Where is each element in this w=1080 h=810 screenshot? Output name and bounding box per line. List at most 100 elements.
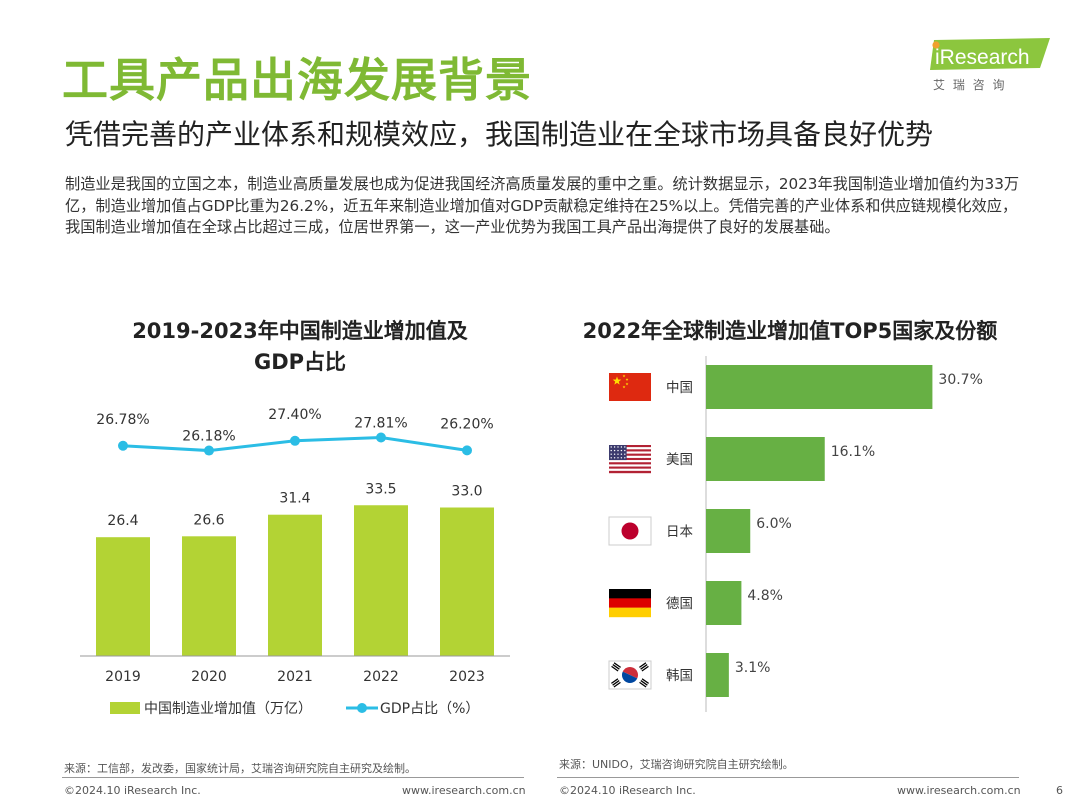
x-tick-label-2020: 2020	[191, 669, 227, 685]
china-flag-small-star-0	[622, 374, 626, 378]
share-value-label-0: 30.7%	[938, 372, 982, 388]
bar-value-label-2021: 31.4	[279, 491, 310, 507]
usa-flag-stripe	[609, 470, 651, 474]
footer-url-left[interactable]: www.iresearch.com.cn	[402, 784, 526, 797]
country-label-2: 日本	[666, 524, 694, 540]
right-chart-title: 2022年全球制造业增加值TOP5国家及份额	[582, 319, 998, 343]
usa-flag-stripe	[609, 466, 651, 469]
gdp-share-label-2022: 27.81%	[354, 416, 407, 432]
korea-flag-taeguk-red	[622, 667, 638, 679]
iresearch-logo: iResearch 艾 瑞 咨 询	[930, 38, 1050, 92]
country-label-4: 韩国	[666, 668, 693, 684]
usa-flag-stripe	[609, 464, 651, 467]
korea-flag-trigram-0	[613, 662, 621, 668]
left-chart: 26.4 2019 26.6 2020 31.4 2021 33.5 2022 33.0 2023…	[80, 407, 510, 717]
bar-value-label-2022: 33.5	[365, 481, 396, 497]
legend-line-marker	[357, 703, 367, 713]
usa-flag-star	[617, 457, 619, 459]
gdp-share-point-2023	[462, 445, 472, 456]
china-flag-small-star-2	[625, 382, 629, 386]
share-value-label-3: 4.8%	[747, 588, 783, 604]
germany-flag-band-2	[609, 607, 651, 618]
share-value-label-2: 6.0%	[756, 516, 792, 532]
usa-flag-stripe	[609, 445, 651, 448]
bar-value-label-2020: 26.6	[193, 512, 224, 528]
bar-2022	[354, 505, 408, 656]
usa-flag-stripe	[609, 451, 651, 454]
bar-2021	[268, 514, 322, 656]
country-label-1: 美国	[666, 452, 693, 468]
usa-flag-icon	[609, 445, 651, 474]
logo-brand: iResearch	[935, 46, 1030, 69]
usa-flag-star	[610, 457, 612, 459]
usa-flag-stripe	[609, 457, 651, 461]
korea-flag-trigram-3	[641, 678, 649, 684]
country-label-0: 中国	[666, 380, 693, 396]
korea-flag-trigram-1	[639, 662, 647, 668]
usa-flag-star	[610, 446, 612, 448]
gdp-share-label-2021: 27.40%	[268, 407, 321, 423]
bar-2023	[440, 507, 494, 656]
gdp-share-label-2020: 26.18%	[182, 429, 235, 445]
gdp-share-point-2022	[376, 432, 386, 443]
usa-flag-stripe	[609, 462, 651, 465]
korea-flag-icon	[608, 660, 652, 690]
right-source-note: 来源：UNIDO，艾瑞咨询研究院自主研究绘制。	[559, 758, 794, 771]
left-chart-title-line1: 2019-2023年中国制造业增加值及	[132, 319, 468, 343]
x-tick-label-2022: 2022	[363, 669, 399, 685]
bar-value-label-2019: 26.4	[107, 513, 138, 529]
x-tick-label-2023: 2023	[449, 669, 485, 685]
country-label-3: 德国	[666, 596, 693, 612]
page-subtitle: 凭借完善的产业体系和规模效应，我国制造业在全球市场具备良好优势	[65, 118, 934, 151]
usa-flag-star	[613, 446, 616, 448]
usa-flag-stripe	[609, 455, 651, 459]
bar-value-label-2023: 33.0	[451, 484, 482, 500]
china-flag-big-star	[612, 376, 622, 385]
usa-flag-star	[617, 453, 619, 455]
footer-copyright-right: ©2024.10 iResearch Inc.	[559, 784, 696, 797]
left-source-note: 来源：工信部，发改委，国家统计局，艾瑞咨询研究院自主研究及绘制。	[64, 762, 416, 775]
page-title: 工具产品出海发展背景	[62, 53, 532, 107]
korea-flag-trigram-1	[640, 664, 648, 670]
footer-url-right[interactable]: www.iresearch.com.cn	[897, 784, 1021, 797]
usa-flag-stripe	[609, 447, 651, 450]
left-chart-title: 2019-2023年中国制造业增加值及 GDP占比	[100, 316, 500, 378]
japan-flag-sun	[621, 522, 639, 540]
footer-copyright-left: ©2024.10 iResearch Inc.	[64, 784, 201, 797]
gdp-share-point-2021	[290, 435, 300, 446]
right-chart: 中国 30.7% 美国 16.1% 日本 6.0% 德国 4.8% 韩国 3.1%	[608, 356, 983, 712]
usa-flag-stripe	[609, 460, 651, 463]
korea-flag-trigram-1	[641, 665, 649, 672]
legend-bar-swatch	[110, 702, 140, 714]
korea-flag-trigram-0	[611, 665, 619, 672]
korea-flag-trigram-2	[611, 678, 619, 684]
logo-tagline: 艾 瑞 咨 询	[933, 77, 1006, 92]
china-flag-icon	[609, 373, 651, 401]
page-number: 6	[1056, 784, 1063, 797]
gdp-share-label-2023: 26.20%	[440, 416, 493, 432]
germany-flag-band-1	[609, 598, 651, 608]
usa-flag-star	[613, 457, 616, 459]
bar-2019	[96, 537, 150, 656]
right-footer-divider	[557, 777, 1019, 778]
usa-flag-star	[624, 457, 626, 459]
x-tick-label-2021: 2021	[277, 669, 313, 685]
usa-flag-star	[620, 453, 623, 455]
share-bar-2	[706, 509, 751, 553]
share-value-label-1: 16.1%	[831, 444, 875, 460]
usa-flag-star	[613, 449, 616, 452]
left-chart-title-line2: GDP占比	[253, 350, 347, 374]
usa-flag-star	[617, 446, 619, 448]
usa-flag-star	[624, 449, 626, 452]
usa-flag-star	[620, 457, 623, 459]
share-bar-1	[706, 437, 825, 481]
share-bar-4	[706, 653, 729, 697]
legend-line-label: GDP占比（%）	[380, 701, 479, 717]
share-bar-0	[706, 365, 933, 409]
korea-flag-taeguk-blue	[622, 671, 638, 683]
usa-flag-star	[620, 449, 623, 452]
usa-flag-star	[610, 453, 612, 455]
korea-flag-trigram-2	[613, 681, 621, 688]
usa-flag-stripe	[609, 468, 651, 472]
